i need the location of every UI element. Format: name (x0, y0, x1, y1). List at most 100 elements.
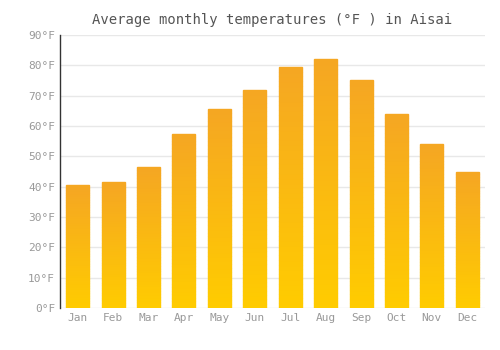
Bar (244, 103, 266, 107)
Bar (456, 267, 479, 270)
Bar (102, 247, 124, 250)
Bar (456, 240, 479, 243)
Bar (420, 259, 444, 262)
Bar (278, 240, 301, 245)
Bar (66, 219, 89, 222)
Bar (102, 250, 124, 253)
Bar (456, 202, 479, 204)
Bar (385, 126, 408, 130)
Bar (278, 303, 301, 308)
Bar (66, 229, 89, 232)
Bar (385, 223, 408, 226)
Bar (420, 219, 444, 223)
Bar (244, 111, 266, 116)
Bar (385, 141, 408, 145)
Bar (350, 303, 372, 308)
Bar (172, 175, 196, 179)
Bar (244, 168, 266, 173)
Bar (420, 154, 444, 157)
Bar (456, 234, 479, 237)
Bar (278, 86, 301, 91)
Bar (385, 114, 408, 118)
Bar (456, 229, 479, 232)
Bar (420, 144, 444, 147)
Bar (244, 177, 266, 181)
Bar (314, 283, 337, 288)
Bar (137, 189, 160, 193)
Bar (172, 165, 196, 168)
Bar (66, 244, 89, 246)
Bar (350, 231, 372, 235)
Bar (350, 90, 372, 94)
Bar (385, 230, 408, 234)
Bar (350, 240, 372, 244)
Bar (172, 161, 196, 165)
Bar (314, 253, 337, 258)
Bar (137, 170, 160, 173)
Bar (208, 260, 231, 264)
Bar (314, 94, 337, 99)
Bar (420, 239, 444, 243)
Bar (172, 172, 196, 175)
Bar (244, 98, 266, 103)
Bar (172, 235, 196, 238)
Bar (172, 270, 196, 273)
Bar (244, 247, 266, 251)
Bar (137, 229, 160, 232)
Bar (172, 298, 196, 301)
Bar (385, 176, 408, 180)
Bar (66, 306, 89, 308)
Bar (172, 276, 196, 280)
Bar (350, 262, 372, 267)
Bar (456, 180, 479, 182)
Bar (244, 203, 266, 208)
Bar (137, 282, 160, 286)
Bar (102, 280, 124, 283)
Bar (66, 264, 89, 266)
Bar (208, 117, 231, 121)
Bar (350, 285, 372, 290)
Bar (244, 216, 266, 221)
Bar (137, 254, 160, 257)
Bar (278, 183, 301, 188)
Bar (385, 172, 408, 176)
Bar (278, 279, 301, 284)
Bar (314, 233, 337, 238)
Bar (314, 89, 337, 94)
Bar (172, 151, 196, 154)
Bar (102, 225, 124, 228)
Bar (350, 149, 372, 153)
Bar (66, 234, 89, 237)
Bar (244, 107, 266, 111)
Bar (102, 270, 124, 273)
Bar (278, 149, 301, 154)
Bar (244, 290, 266, 295)
Bar (278, 274, 301, 279)
Bar (137, 271, 160, 274)
Bar (66, 188, 89, 190)
Bar (137, 226, 160, 229)
Bar (420, 174, 444, 177)
Bar (314, 204, 337, 209)
Bar (314, 184, 337, 189)
Bar (208, 264, 231, 268)
Bar (172, 221, 196, 224)
Bar (102, 238, 124, 240)
Bar (244, 164, 266, 168)
Bar (385, 273, 408, 277)
Bar (172, 304, 196, 308)
Bar (244, 234, 266, 238)
Bar (66, 246, 89, 249)
Bar (137, 167, 160, 170)
Bar (350, 212, 372, 217)
Bar (172, 231, 196, 235)
Bar (102, 295, 124, 298)
Bar (314, 263, 337, 268)
Bar (385, 184, 408, 188)
Bar (350, 299, 372, 303)
Bar (66, 293, 89, 296)
Bar (278, 188, 301, 192)
Bar (244, 120, 266, 125)
Bar (350, 140, 372, 144)
Bar (172, 242, 196, 245)
